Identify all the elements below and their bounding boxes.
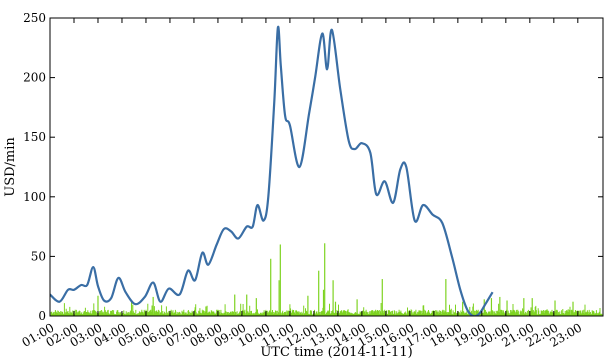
y-tick-label: 250: [23, 11, 46, 25]
y-tick-label: 100: [23, 190, 46, 204]
y-tick-label: 200: [23, 71, 46, 85]
x-axis-label: UTC time (2014-11-11): [260, 345, 412, 360]
y-tick-label: 50: [31, 249, 46, 263]
axis-ticks: 05010015020025001:0002:0003:0004:0005:00…: [20, 11, 603, 350]
y-tick-label: 0: [38, 309, 46, 323]
plot-area: [50, 25, 603, 316]
y-tick-label: 150: [23, 130, 46, 144]
volume-spikes-background: [50, 303, 603, 316]
axes-frame: [49, 17, 604, 317]
y-axis-label: USD/min: [3, 137, 18, 197]
usd-per-minute-series-line: [50, 25, 494, 316]
plot-frame: [49, 17, 604, 317]
